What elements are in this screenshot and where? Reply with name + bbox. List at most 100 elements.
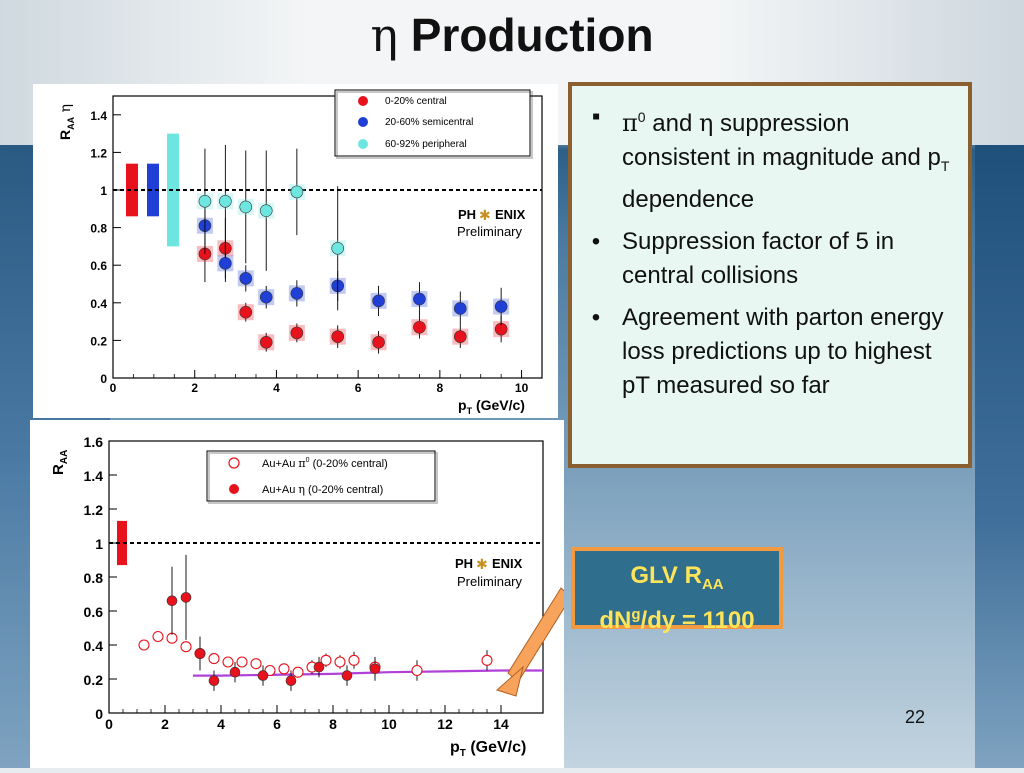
logo-star-icon: ✱	[479, 207, 491, 223]
phenix-logo: PH ✱ ENIX Preliminary	[457, 207, 526, 239]
glv-main: GLV R	[630, 562, 702, 589]
x-axis-label: pT (GeV/c)	[458, 397, 525, 416]
data-point	[453, 302, 467, 315]
x-axis-label-sub: T	[467, 406, 473, 416]
bullet-marker: •	[591, 227, 601, 255]
y-tick-label: 1.2	[84, 502, 104, 518]
y-tick-label: 1.6	[84, 434, 104, 450]
bullet-1-mid: and	[645, 110, 699, 137]
y-tick-label: 0.6	[90, 259, 107, 273]
norm-uncertainty-band	[126, 163, 138, 217]
legend-marker-semicentral	[358, 117, 368, 127]
theory-curve	[193, 669, 543, 677]
data-point	[372, 335, 385, 349]
glv-line-1: GLV RAA	[575, 561, 779, 600]
logo-text-a: PH	[455, 556, 473, 571]
data-point	[152, 630, 164, 643]
x-tick-label: 8	[329, 716, 337, 732]
x-axis-label-sub: T	[460, 748, 466, 759]
data-point	[413, 292, 426, 306]
legend-label-eta: Au+Au η (0-20% central)	[262, 483, 383, 496]
right-decor	[975, 145, 1024, 768]
eta-symbol: η	[698, 109, 714, 137]
data-point	[166, 595, 178, 607]
data-point	[194, 648, 206, 659]
bullet-2-text: Suppression factor of 5 in central colli…	[622, 227, 895, 289]
data-point	[259, 335, 273, 349]
data-point	[208, 653, 220, 665]
x-tick-label: 0	[105, 716, 113, 732]
slide-title: η Production	[0, 8, 1024, 62]
logo-text-a: PH	[458, 207, 476, 222]
legend-pi0-a: Au+Au	[262, 458, 298, 470]
y-axis-label-sub: AA	[59, 450, 70, 464]
logo-preliminary: Preliminary	[457, 574, 523, 589]
pointer-arrow-icon	[496, 587, 572, 697]
data-point	[259, 290, 273, 304]
y-tick-label: 0.8	[84, 570, 104, 586]
chart-top-panel: 0 2 4 6 8 10 0 0.2 0.4 0.6 0.8 1 1.2 1.4 0-20% centra…	[33, 84, 558, 418]
y-axis-label: RAA η	[57, 104, 76, 140]
y-axis-label-rest: η	[58, 104, 74, 117]
legend-label-central: 0-20% central	[385, 96, 447, 107]
legend-label-pi0: Au+Au π0 (0-20% central)	[262, 457, 388, 470]
y-tick-label: 0.4	[84, 638, 104, 654]
x-tick-label: 2	[191, 381, 198, 395]
logo-preliminary: Preliminary	[457, 224, 523, 239]
data-point	[198, 194, 212, 208]
x-tick-label: 10	[381, 716, 397, 732]
data-point	[453, 330, 467, 343]
x-axis-label: pT (GeV/c)	[450, 739, 526, 759]
logo-text-b: ENIX	[495, 207, 526, 222]
data-point	[292, 666, 304, 678]
legend-eta-a: Au+Au	[262, 484, 298, 496]
x-tick-label: 0	[110, 381, 117, 395]
legend-eta-sym: η	[298, 483, 305, 496]
bullet-item-1: ▪ π0 and η suppression consistent in mag…	[592, 100, 958, 217]
y-tick-label: 1.4	[90, 109, 107, 123]
phenix-logo: PH ✱ ENIX Preliminary	[455, 556, 523, 589]
bullet-item-2: • Suppression factor of 5 in central col…	[592, 225, 958, 293]
data-point	[259, 204, 273, 217]
glv-rest: /dy = 1100	[640, 606, 755, 634]
title-text: Production	[410, 9, 654, 61]
x-tick-label: 4	[273, 381, 280, 395]
y-tick-label: 1	[100, 184, 107, 198]
bullet-1-sub: T	[940, 157, 950, 174]
x-axis-label-rest: (GeV/c)	[466, 739, 526, 756]
logo-text-b: ENIX	[492, 556, 523, 571]
data-point	[341, 670, 353, 681]
legend-marker-central	[358, 96, 368, 106]
data-point	[413, 320, 426, 334]
legend-pi0-sym: π	[298, 457, 305, 470]
legend-pi0-sup: 0	[306, 457, 310, 464]
data-point	[290, 287, 304, 300]
glv-annotation-box: GLV RAA dNg/dy = 1100	[571, 547, 783, 634]
legend-marker-eta	[229, 484, 239, 494]
y-tick-label: 1.4	[84, 468, 104, 484]
logo-star-icon: ✱	[476, 556, 488, 572]
y-tick-label: 0.6	[84, 604, 104, 620]
norm-uncertainty-band	[147, 163, 159, 217]
y-axis-label: RAA	[50, 450, 70, 475]
glv-dn: dN	[599, 606, 632, 634]
chart-bottom-panel: 0 2 4 6 8 10 12 14 0 0.2 0.4 0.6 0.8 1 1.2 1.4 1.6 Au+Au…	[30, 420, 572, 768]
legend-pi0-b: (0-20% central)	[310, 458, 388, 470]
data-point	[285, 675, 297, 687]
x-tick-label: 6	[355, 381, 362, 395]
pi-sup: 0	[637, 109, 646, 125]
data-point	[331, 241, 345, 255]
legend-eta-b: (0-20% central)	[305, 484, 383, 496]
bullet-item-3: • Agreement with parton energy loss pred…	[592, 301, 958, 403]
y-tick-label: 1.2	[90, 146, 107, 160]
chart-top: 0 2 4 6 8 10 0 0.2 0.4 0.6 0.8 1 1.2 1.4 0-20% centra…	[57, 89, 543, 416]
bullet-marker: •	[591, 303, 601, 331]
glv-sub: AA	[701, 575, 724, 593]
bullet-1-rest-b: dependence	[622, 185, 755, 213]
bullet-list: ▪ π0 and η suppression consistent in mag…	[572, 86, 968, 403]
x-tick-label: 4	[217, 716, 225, 732]
plot-frame	[112, 95, 543, 379]
data-point	[222, 656, 234, 668]
data-point	[257, 670, 269, 681]
y-tick-label: 0	[95, 706, 103, 722]
